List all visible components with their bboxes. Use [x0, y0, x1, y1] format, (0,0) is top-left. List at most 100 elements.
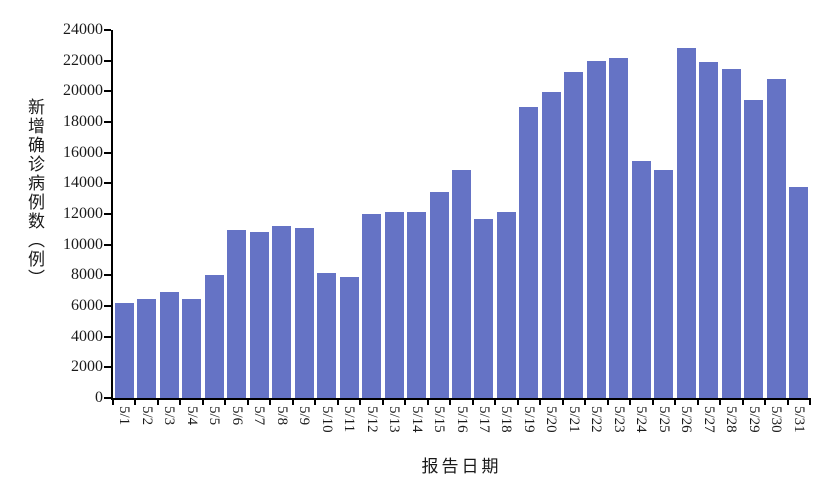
x-tick-label: 5/3: [161, 406, 178, 426]
bar-5/6: [227, 230, 247, 398]
y-tick-label: 14000: [63, 174, 103, 192]
y-axis-title: 新增确诊病例数（例）: [25, 98, 44, 288]
y-tick-label: 18000: [63, 113, 103, 130]
x-axis-tick: [696, 398, 699, 405]
y-axis-tick: [104, 151, 111, 154]
bar-5/21: [564, 72, 584, 398]
x-tick-label: 5/14: [408, 406, 425, 433]
y-tick-label: 22000: [63, 51, 103, 69]
bar-5/28: [721, 69, 741, 398]
x-tick-label: 5/17: [475, 406, 492, 433]
x-axis-tick: [584, 398, 587, 405]
bar-5/17: [474, 218, 494, 398]
y-tick-label: 16000: [63, 143, 103, 161]
x-axis-tick: [404, 398, 407, 405]
bar-5/18: [496, 211, 516, 398]
x-axis-tick: [471, 398, 474, 405]
x-axis-tick: [561, 398, 564, 405]
bar-5/30: [766, 79, 786, 398]
x-axis-tick: [201, 398, 204, 405]
y-axis-tick: [104, 397, 111, 399]
x-axis-tick: [651, 398, 654, 405]
x-tick-label: 5/8: [273, 406, 290, 426]
y-tick-label: 6000: [71, 297, 103, 314]
y-axis-tick: [104, 305, 111, 307]
x-tick-label: 5/26: [678, 406, 695, 433]
x-axis-tick: [336, 398, 339, 405]
y-tick-label: 8000: [71, 266, 103, 284]
x-axis-tick: [674, 398, 677, 405]
x-axis-tick: [629, 398, 632, 405]
x-axis-tick: [246, 398, 249, 405]
x-axis-tick: [741, 398, 744, 405]
y-axis-tick: [104, 90, 111, 93]
bar-5/25: [654, 169, 674, 398]
x-tick-label: 5/7: [251, 406, 268, 426]
x-tick-label: 5/28: [723, 406, 740, 433]
bar-5/24: [631, 161, 651, 398]
x-axis-tick: [426, 398, 429, 405]
x-tick-label: 5/12: [363, 406, 380, 433]
bar-5/23: [609, 57, 629, 398]
x-axis-tick: [494, 398, 497, 405]
x-axis-tick: [449, 398, 452, 405]
x-axis-tick: [134, 398, 137, 405]
x-tick-label: 5/31: [790, 406, 807, 433]
x-axis-tick: [786, 398, 789, 405]
bar-5/12: [362, 214, 382, 398]
x-tick-label: 5/30: [768, 406, 785, 433]
x-axis-tick: [224, 398, 227, 405]
x-tick-label: 5/23: [610, 406, 627, 433]
y-axis-tick: [104, 59, 111, 62]
bar-5/26: [676, 48, 696, 398]
x-tick-label: 5/25: [655, 406, 672, 433]
x-tick-label: 5/9: [296, 406, 313, 426]
x-tick-label: 5/1: [116, 406, 133, 426]
x-tick-label: 5/19: [520, 406, 537, 433]
x-axis-tick: [539, 398, 542, 405]
y-axis-tick: [104, 213, 111, 215]
bar-5/3: [159, 292, 179, 398]
y-axis-tick: [104, 121, 111, 123]
x-axis-tick: [269, 398, 272, 405]
x-tick-label: 5/21: [565, 406, 582, 433]
x-axis-tick: [156, 398, 159, 405]
x-tick-label: 5/11: [341, 406, 358, 433]
bar-5/2: [137, 299, 157, 398]
bar-5/22: [586, 61, 606, 398]
y-axis-tick: [104, 366, 111, 369]
x-tick-label: 5/16: [453, 406, 470, 433]
y-axis-tick: [104, 182, 111, 185]
x-tick-label: 5/6: [228, 406, 245, 426]
x-axis-tick: [291, 398, 294, 405]
y-axis-tick: [104, 274, 111, 277]
x-tick-label: 5/22: [588, 406, 605, 433]
x-axis-tick: [764, 398, 767, 405]
y-tick-label: 24000: [63, 21, 103, 38]
bar-5/16: [452, 170, 471, 398]
x-axis-tick: [516, 398, 519, 405]
x-tick-label: 5/27: [700, 406, 717, 433]
bar-5/10: [317, 273, 337, 398]
y-axis-tick: [104, 29, 111, 31]
bar-5/20: [541, 92, 561, 398]
y-tick-label: 10000: [63, 235, 103, 253]
bar-5/15: [429, 191, 449, 398]
x-tick-label: 5/24: [633, 406, 650, 433]
bar-5/19: [519, 106, 539, 398]
x-tick-label: 5/29: [745, 406, 762, 433]
x-axis-tick: [606, 398, 609, 405]
bar-5/8: [272, 225, 292, 398]
y-axis-tick: [104, 243, 111, 246]
bar-5/14: [407, 212, 427, 398]
x-axis-tick: [809, 398, 811, 405]
x-tick-label: 5/18: [498, 406, 515, 433]
y-tick-label: 0: [95, 389, 103, 406]
x-axis-tick: [719, 398, 722, 405]
x-tick-label: 5/4: [183, 406, 200, 426]
x-axis-tick: [179, 398, 182, 405]
bar-5/5: [204, 275, 224, 398]
bar-5/29: [744, 99, 764, 398]
x-tick-label: 5/10: [318, 406, 335, 433]
